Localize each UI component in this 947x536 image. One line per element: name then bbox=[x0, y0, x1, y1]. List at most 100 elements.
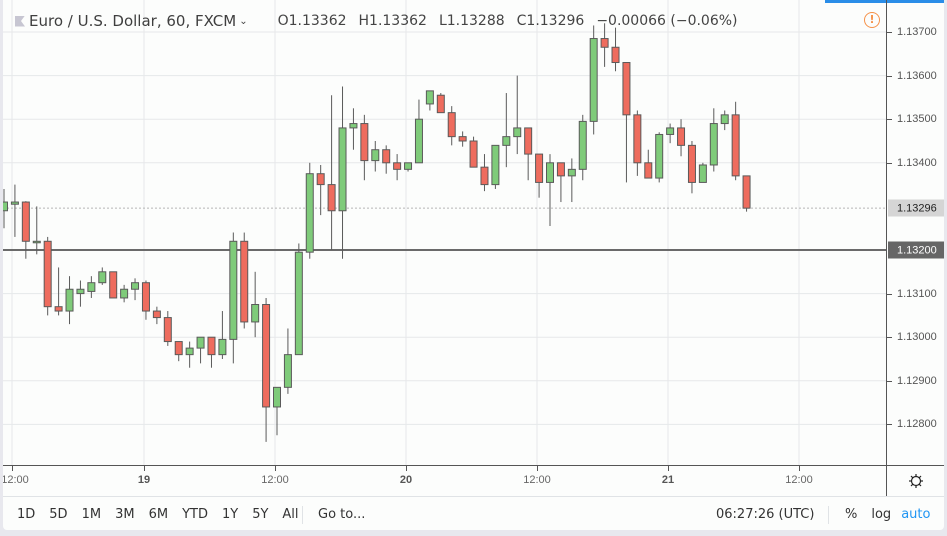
candle[interactable] bbox=[502, 93, 511, 168]
collapse-legend-icon[interactable] bbox=[15, 15, 25, 27]
candle[interactable] bbox=[469, 136, 478, 168]
chart-settings-button[interactable] bbox=[886, 465, 944, 496]
range-button-6m[interactable]: 6M bbox=[148, 506, 169, 522]
candle[interactable] bbox=[240, 232, 249, 329]
range-button-3m[interactable]: 3M bbox=[115, 506, 135, 522]
candle[interactable] bbox=[283, 328, 292, 394]
candle[interactable] bbox=[535, 153, 544, 198]
candle[interactable] bbox=[677, 119, 686, 157]
range-button-all[interactable]: All bbox=[282, 506, 299, 522]
range-button-ytd[interactable]: YTD bbox=[182, 506, 208, 522]
candle[interactable] bbox=[294, 243, 303, 356]
horizontal-line-badge[interactable]: 1.13200 bbox=[888, 241, 944, 259]
candle[interactable] bbox=[349, 108, 358, 150]
goto-button[interactable]: Go to... bbox=[318, 497, 379, 530]
candle[interactable] bbox=[218, 311, 227, 359]
candle[interactable] bbox=[491, 144, 500, 189]
candle[interactable] bbox=[185, 341, 194, 368]
candle[interactable] bbox=[21, 201, 30, 259]
candle[interactable] bbox=[305, 162, 314, 259]
candle[interactable] bbox=[644, 149, 653, 179]
candle[interactable] bbox=[513, 75, 522, 155]
range-button-5y[interactable]: 5Y bbox=[252, 506, 269, 522]
candle[interactable] bbox=[687, 141, 696, 194]
time-label: 19 bbox=[137, 474, 151, 486]
low-value: L1.13288 bbox=[438, 13, 505, 29]
price-axis[interactable]: 1.13700 1.13600 1.13500 1.13400 1.13100 1.130… bbox=[886, 0, 944, 465]
candle[interactable] bbox=[316, 164, 325, 216]
candle[interactable] bbox=[65, 276, 74, 325]
candle[interactable] bbox=[10, 184, 19, 237]
candle[interactable] bbox=[43, 236, 52, 316]
range-button-1d[interactable]: 1D bbox=[17, 506, 36, 522]
candle[interactable] bbox=[414, 99, 423, 164]
candle[interactable] bbox=[120, 284, 129, 303]
exclamation-circle-icon[interactable]: ! bbox=[864, 12, 880, 28]
candle[interactable] bbox=[655, 132, 664, 183]
time-label: 12:00 bbox=[523, 474, 551, 486]
range-button-5d[interactable]: 5D bbox=[49, 506, 68, 522]
chart-plot-area[interactable] bbox=[3, 0, 886, 465]
clock-display[interactable]: 06:27:26 (UTC) bbox=[716, 497, 828, 530]
candle[interactable] bbox=[404, 162, 413, 172]
candle[interactable] bbox=[163, 311, 172, 346]
candle[interactable] bbox=[480, 154, 489, 192]
candle[interactable] bbox=[54, 267, 63, 316]
candle[interactable] bbox=[207, 336, 216, 368]
candle[interactable] bbox=[327, 95, 336, 250]
candle[interactable] bbox=[436, 93, 445, 114]
candle[interactable] bbox=[131, 278, 140, 301]
candle[interactable] bbox=[622, 62, 631, 183]
candle[interactable] bbox=[698, 162, 707, 183]
candle[interactable] bbox=[382, 145, 391, 174]
candle[interactable] bbox=[196, 336, 205, 364]
candle[interactable] bbox=[393, 154, 402, 181]
candle[interactable] bbox=[76, 280, 85, 307]
log-scale-toggle[interactable]: log bbox=[871, 506, 892, 522]
candlestick-chart[interactable] bbox=[3, 0, 886, 465]
price-tick bbox=[887, 337, 892, 339]
candle[interactable] bbox=[458, 131, 467, 147]
candle[interactable] bbox=[731, 101, 740, 181]
candle[interactable] bbox=[109, 271, 118, 299]
candle[interactable] bbox=[709, 108, 718, 172]
percent-scale-toggle[interactable]: % bbox=[845, 506, 858, 522]
candle[interactable] bbox=[360, 114, 369, 181]
candle[interactable] bbox=[371, 141, 380, 172]
time-axis[interactable]: 12:00 19 12:00 20 12:00 21 12:00 bbox=[3, 465, 886, 496]
goto-label[interactable]: Go to... bbox=[318, 506, 366, 522]
candle[interactable] bbox=[600, 23, 609, 67]
candle[interactable] bbox=[338, 86, 347, 259]
candle[interactable] bbox=[262, 297, 271, 442]
candle[interactable] bbox=[447, 106, 456, 146]
candle[interactable] bbox=[32, 206, 41, 255]
candle[interactable] bbox=[556, 162, 565, 203]
auto-scale-toggle[interactable]: auto bbox=[901, 506, 931, 522]
candle[interactable] bbox=[589, 25, 598, 135]
candle[interactable] bbox=[611, 27, 620, 72]
candle[interactable] bbox=[578, 114, 587, 181]
utc-clock[interactable]: 06:27:26 (UTC) bbox=[716, 506, 815, 522]
symbol-title[interactable]: Euro / U.S. Dollar, 60, FXCM bbox=[29, 12, 237, 30]
candle[interactable] bbox=[229, 232, 238, 364]
candle[interactable] bbox=[98, 267, 107, 285]
candle[interactable] bbox=[666, 123, 675, 144]
candle[interactable] bbox=[3, 188, 8, 229]
candle[interactable] bbox=[567, 158, 576, 203]
candle[interactable] bbox=[87, 276, 96, 298]
price-tick bbox=[887, 162, 892, 164]
candle[interactable] bbox=[720, 110, 729, 131]
candle[interactable] bbox=[633, 110, 642, 176]
candle[interactable] bbox=[524, 127, 533, 181]
candle[interactable] bbox=[141, 280, 150, 320]
candle[interactable] bbox=[251, 271, 260, 338]
candle[interactable] bbox=[273, 386, 281, 436]
chevron-down-icon[interactable]: ⌄ bbox=[239, 15, 248, 27]
candle[interactable] bbox=[174, 341, 183, 362]
range-button-1y[interactable]: 1Y bbox=[221, 506, 239, 522]
range-button-1m[interactable]: 1M bbox=[81, 506, 102, 522]
candle[interactable] bbox=[425, 90, 434, 111]
candle[interactable] bbox=[546, 154, 554, 227]
candle[interactable] bbox=[152, 306, 161, 325]
candle[interactable] bbox=[742, 175, 751, 212]
